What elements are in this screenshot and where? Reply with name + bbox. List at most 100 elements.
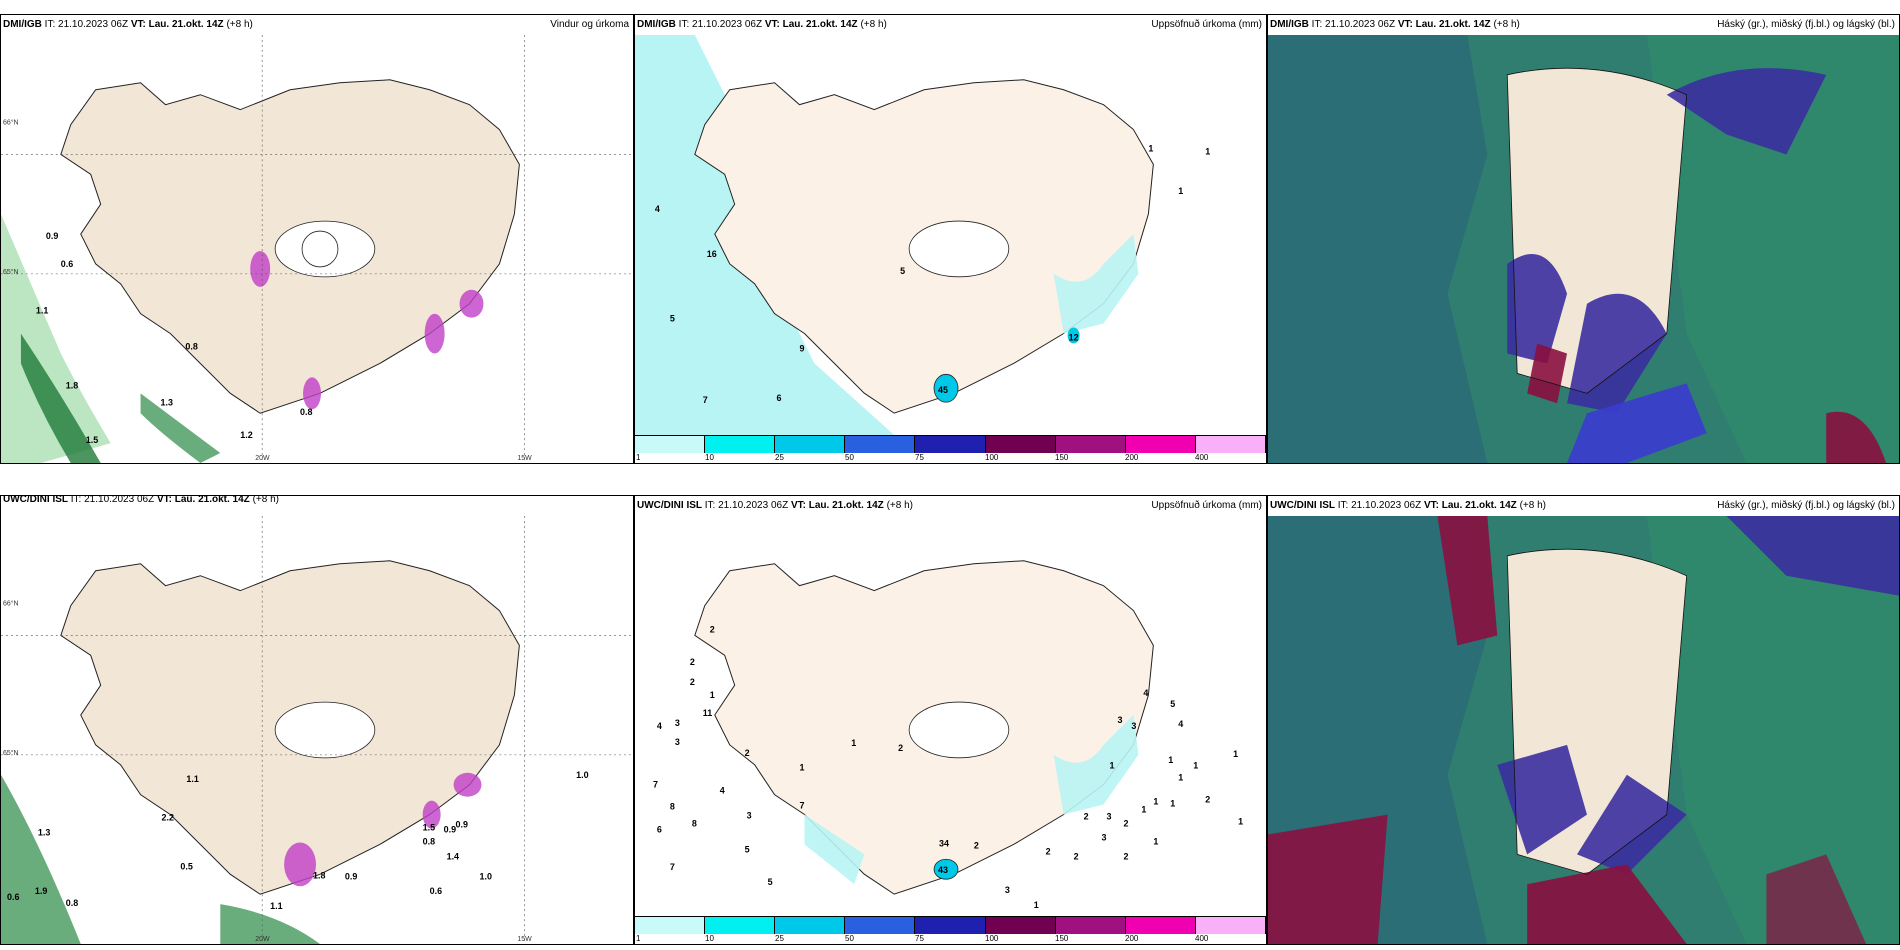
precip-label: 0.9 [46,231,58,241]
precip-label: 2 [1205,795,1210,805]
panel-variable-label: Uppsöfnuð úrkoma (mm) [1151,19,1262,30]
precip-label: 3 [1107,811,1112,821]
precip-label: 1.0 [479,871,491,881]
precip-label: 3 [747,810,752,820]
precip-label: 1 [1193,761,1198,771]
precip-label: 0.6 [7,892,19,902]
precip-label: 0.9 [456,820,468,830]
accum-precip-map-uwc: UWC/DINI ISL IT: 21.10.2023 06Z VT: Lau.… [634,495,1267,945]
precip-label: 1.1 [186,774,198,784]
precip-label: 0.8 [185,342,197,352]
precip-label: 3 [1131,721,1136,731]
panel-title: DMI/IGB IT: 21.10.2023 06Z VT: Lau. 21.o… [3,19,253,30]
precip-label: 0.9 [345,871,357,881]
map-area: 2 2 2 1 4 3 3 11 2 7 4 8 6 8 3 5 7 5 1 7… [635,516,1266,916]
panel-title: DMI/IGB IT: 21.10.2023 06Z VT: Lau. 21.o… [637,19,887,30]
precip-label: 0.5 [180,861,192,871]
map-area [1268,35,1899,463]
precip-label: 1 [1148,143,1153,153]
precip-label: 1 [799,763,804,773]
precip-label: 4 [655,204,660,214]
precip-label: 7 [653,780,658,790]
precip-label: 3 [1005,885,1010,895]
precip-label: 2 [1074,851,1079,861]
precip-label: 2.2 [161,813,173,823]
wind-precip-map-dmi: DMI/IGB IT: 21.10.2023 06Z VT: Lau. 21.o… [0,14,634,464]
accum-precip-map-dmi: DMI/IGB IT: 21.10.2023 06Z VT: Lau. 21.o… [634,14,1267,464]
precip-label: 2 [1046,846,1051,856]
precip-label: 0.6 [430,886,442,896]
panel-variable-label: Vindur og úrkoma [550,19,629,30]
precip-label: 2 [1123,851,1128,861]
precip-label: 8 [692,818,697,828]
lat-label: 66°N [3,600,19,608]
precip-label: 5 [900,266,905,276]
precip-label: 2 [1123,818,1128,828]
precip-label: 1.5 [86,435,98,445]
precip-label: 4 [1178,719,1183,729]
panel-variable-label: Háský (gr.), miðský (fj.bl.) og lágský (… [1717,500,1895,511]
precip-label: 0.9 [444,825,456,835]
cloud-cover-map-dmi: DMI/IGB IT: 21.10.2023 06Z VT: Lau. 21.o… [1267,14,1900,464]
panel-variable-label: Uppsöfnuð úrkoma (mm) [1151,500,1262,511]
precip-label: 1 [851,738,856,748]
precip-label: 1.9 [35,886,47,896]
precip-label: 5 [670,314,675,324]
lon-label: 20W [255,455,270,462]
map-area: 66°N 65°N 20W 15W 1.1 2.2 1.3 0.5 0.6 1.… [1,516,633,944]
lat-label: 66°N [3,119,19,127]
precip-colorbar: 1 10 25 50 75 100 150 200 400 [635,435,1266,463]
map-area [1268,516,1899,944]
lat-label: 65°N [3,749,19,757]
precip-label: 0.8 [66,898,78,908]
precip-label: 1.1 [270,901,282,911]
precip-label: 2 [690,677,695,687]
precip-label: 1 [1153,797,1158,807]
panel-title: UWC/DINI ISL IT: 21.10.2023 06Z VT: Lau.… [637,500,913,511]
precip-label: 8 [670,802,675,812]
precip-label: 2 [710,624,715,634]
precip-label: 7 [670,862,675,872]
lat-label: 65°N [3,268,19,276]
lon-label: 20W [255,936,270,943]
precip-label: 2 [690,657,695,667]
lon-label: 15W [517,455,532,462]
precip-label: 34 [939,838,949,848]
map-area: 4 5 7 6 9 16 5 1 1 1 12 45 [635,35,1266,435]
precip-label: 0.8 [423,836,435,846]
precip-label: 7 [799,801,804,811]
precip-label: 2 [1084,811,1089,821]
precip-label: 1.1 [36,306,48,316]
panel-title: UWC/DINI ISL IT: 21.10.2023 06Z VT: Lau.… [1270,500,1546,511]
precip-label: 4 [657,721,662,731]
precip-label: 12 [1069,332,1079,342]
panel-variable-label: Háský (gr.), miðský (fj.bl.) og lágský (… [1717,19,1895,30]
precip-label: 5 [1170,699,1175,709]
lon-label: 15W [517,936,532,943]
precip-label: 1 [1238,816,1243,826]
precip-label: 16 [707,249,717,259]
precip-label: 1 [710,690,715,700]
precip-label: 3 [1102,832,1107,842]
panel-title: DMI/IGB IT: 21.10.2023 06Z VT: Lau. 21.o… [1270,19,1520,30]
precip-label: 2 [898,743,903,753]
precip-label: 1 [1233,749,1238,759]
precip-label: 1 [1034,900,1039,910]
cloud-cover-map-uwc: UWC/DINI ISL IT: 21.10.2023 06Z VT: Lau.… [1267,495,1900,945]
precip-label: 1 [1170,799,1175,809]
precip-label: 3 [675,718,680,728]
precip-label: 1.3 [38,828,50,838]
precip-label: 2 [974,840,979,850]
precip-label: 1 [1178,773,1183,783]
precip-label: 9 [799,343,804,353]
precip-label: 1 [1109,761,1114,771]
panel-title: UWC/DINI ISL IT: 21.10.2023 06Z VT: Lau.… [3,495,279,505]
precip-label: 5 [745,844,750,854]
precip-colorbar: 1 10 25 50 75 100 150 200 400 [635,916,1266,944]
wind-precip-map-uwc: UWC/DINI ISL IT: 21.10.2023 06Z VT: Lau.… [0,495,634,945]
precip-label: 1.2 [240,430,252,440]
precip-label: 45 [938,385,948,395]
precip-label: 6 [657,824,662,834]
precip-label: 43 [938,865,948,875]
precip-label: 1.5 [423,823,435,833]
